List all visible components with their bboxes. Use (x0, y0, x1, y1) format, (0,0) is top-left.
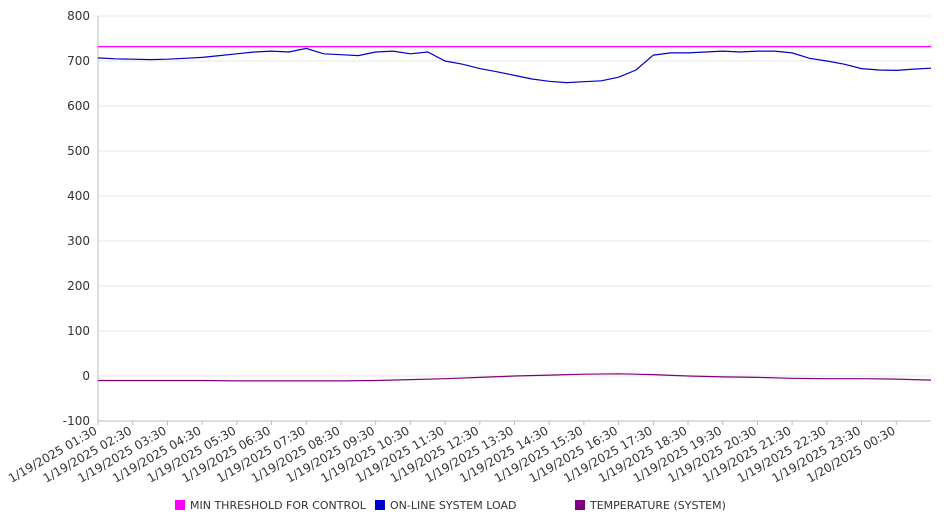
series-line-1 (97, 47, 932, 84)
gridlines (98, 15, 931, 422)
legend-label: MIN THRESHOLD FOR CONTROL (190, 499, 367, 512)
legend-label: ON-LINE SYSTEM LOAD (390, 499, 516, 512)
y-tick-label: 100 (67, 324, 90, 338)
y-tick-label: 400 (67, 189, 90, 203)
y-tick-label: 700 (67, 54, 90, 68)
y-tick-label: 200 (67, 279, 90, 293)
legend-label: TEMPERATURE (SYSTEM) (589, 499, 726, 512)
axes (97, 16, 931, 425)
legend-swatch (175, 500, 185, 510)
series-lines (97, 45, 932, 382)
legend-swatch (575, 500, 585, 510)
y-tick-label: 300 (67, 234, 90, 248)
x-axis-tick-labels: 1/19/2025 01:301/19/2025 02:301/19/2025 … (6, 423, 898, 485)
y-tick-label: 0 (82, 369, 90, 383)
y-axis-tick-labels: -100 0 100 200 300 400 500 600 700 800 (63, 9, 90, 428)
y-tick-label: 500 (67, 144, 90, 158)
legend-swatch (375, 500, 385, 510)
legend: MIN THRESHOLD FOR CONTROL ON-LINE SYSTEM … (175, 499, 726, 512)
y-tick-label: -100 (63, 414, 90, 428)
y-tick-label: 800 (67, 9, 90, 23)
series-line-2 (98, 373, 932, 382)
y-tick-label: 600 (67, 99, 90, 113)
